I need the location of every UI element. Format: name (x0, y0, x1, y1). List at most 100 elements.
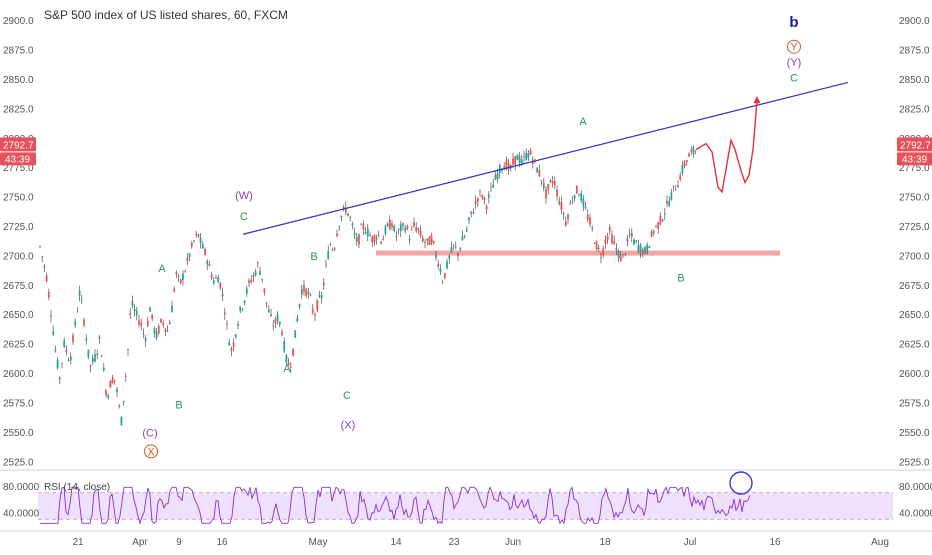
candle-body (54, 349, 57, 351)
candle-body (265, 302, 268, 304)
chart-title: S&P 500 index of US listed shares, 60, F… (44, 8, 288, 22)
candle-body (580, 193, 583, 201)
candle-body (386, 223, 389, 226)
candle-body (494, 174, 497, 180)
candle-body (111, 377, 114, 384)
candle-body (223, 312, 226, 315)
candle-body (635, 240, 638, 242)
candle-body (340, 215, 343, 218)
candle-body (300, 288, 303, 295)
candle-body (234, 334, 237, 337)
price-tick-left: 2750.0 (3, 193, 34, 204)
candle-body (397, 228, 400, 230)
candle-body (52, 331, 55, 335)
candle-body (663, 213, 666, 215)
candle-body (366, 228, 369, 237)
candle-body (287, 362, 290, 366)
candle-body (373, 235, 376, 243)
candle-body (193, 240, 195, 242)
candle-body (248, 280, 250, 283)
wave-label: C (790, 72, 798, 84)
wave-label: (C) (142, 428, 157, 440)
candle-body (668, 201, 671, 206)
rsi-band (38, 492, 893, 520)
candle-body (507, 163, 510, 170)
price-tick-right: 2675.0 (899, 281, 930, 292)
rsi-label: RSI (14, close) (44, 482, 110, 493)
candle-body (459, 248, 462, 250)
candle-body (602, 248, 605, 256)
candle-body (415, 227, 418, 232)
candle-body (545, 189, 547, 199)
candle-body (549, 179, 552, 182)
candle-body (144, 337, 147, 342)
candle-body (296, 318, 299, 322)
candle-body (441, 282, 444, 283)
candle-body (289, 366, 292, 368)
price-tick-left: 2575.0 (3, 398, 34, 409)
candle-body (285, 355, 288, 363)
wave-circle (144, 444, 158, 459)
candle-body (294, 330, 297, 338)
candle-body (338, 226, 341, 228)
candle-body (245, 288, 248, 294)
candle-body (362, 224, 365, 230)
candle-body (353, 232, 356, 235)
candle-body (85, 338, 88, 341)
candle-body (41, 256, 44, 258)
last-price-right-value: 2792.7 (900, 140, 931, 151)
candle-body (476, 197, 479, 202)
candle-body (448, 255, 451, 259)
candle-body (424, 242, 426, 243)
candle-body (421, 237, 424, 242)
candle-body (322, 282, 325, 286)
candle-body (527, 153, 530, 158)
time-tick: May (309, 537, 328, 548)
candle-body (100, 355, 103, 357)
candle-body (360, 224, 363, 226)
time-tick: 18 (599, 537, 611, 548)
time-tick: 9 (176, 537, 182, 548)
candle-body (492, 184, 495, 188)
candle-body (241, 308, 244, 310)
candle-body (98, 336, 101, 339)
candle-body (230, 348, 233, 351)
candle-body (149, 308, 151, 312)
candle-body (655, 225, 657, 227)
candle-body (542, 182, 545, 189)
candle-body (140, 322, 143, 326)
candle-body (160, 318, 162, 323)
candle-body (657, 222, 660, 229)
candle-body (560, 202, 563, 210)
candle-body (685, 160, 688, 163)
candle-body (283, 341, 286, 352)
last-price-left-value: 2792.7 (3, 140, 34, 151)
candle-body (364, 232, 367, 234)
rsi-tick-right: 80.0000 (899, 482, 932, 493)
candle-body (547, 183, 550, 190)
candle-body (171, 305, 173, 313)
candle-body (399, 224, 402, 232)
candle-body (553, 181, 556, 186)
candle-body (481, 195, 484, 198)
candle-body (454, 246, 457, 248)
candle-body (683, 162, 686, 167)
candle-body (173, 288, 176, 292)
candle-body (65, 349, 68, 352)
candle-body (74, 321, 77, 326)
candle-body (175, 271, 178, 275)
candle-body (344, 207, 347, 213)
wave-label: C (240, 211, 248, 223)
candle-body (305, 288, 308, 297)
candle-body (516, 154, 519, 160)
candle-body (432, 240, 435, 243)
price-tick-left: 2650.0 (3, 310, 34, 321)
candle-body (318, 295, 321, 297)
candle-body (388, 220, 391, 230)
candle-body (329, 244, 332, 246)
candle-body (89, 365, 92, 367)
wave-label: X (147, 446, 155, 458)
candle-body (659, 215, 662, 225)
